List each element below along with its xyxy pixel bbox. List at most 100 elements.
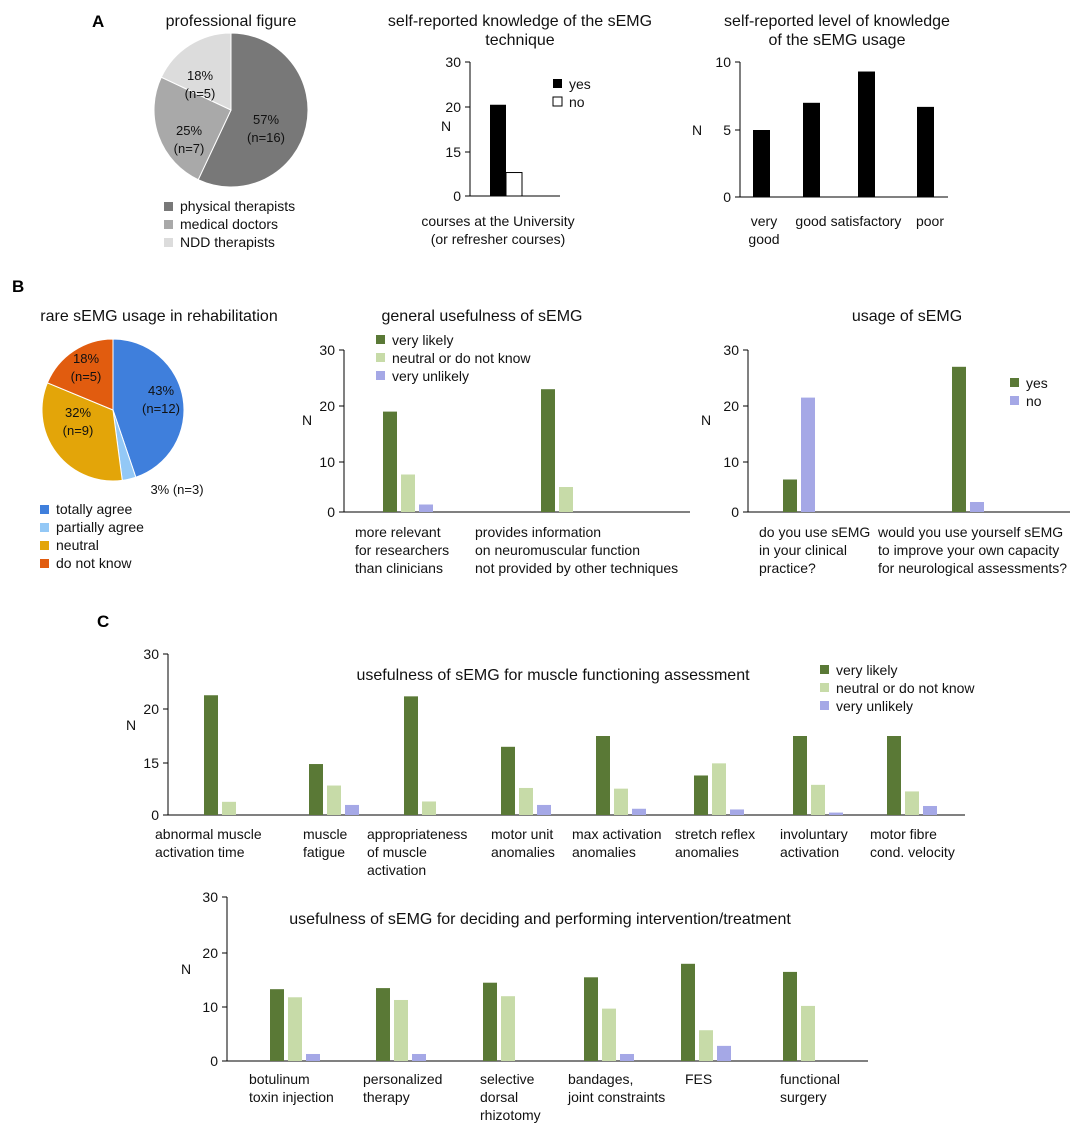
b-bar2-bar (801, 397, 815, 512)
c-bar1-bar (501, 746, 515, 815)
b-pie-legend-label: totally agree (56, 501, 132, 517)
panel-label-b: B (12, 277, 24, 296)
c-bar2-ylabel: N (181, 961, 191, 977)
c-bar1-category-label: anomalies (675, 844, 739, 860)
a-pie-legend-label: physical therapists (180, 198, 295, 214)
c-bar1-legend-swatch (820, 701, 829, 710)
a-bar2-bar (858, 71, 875, 197)
a-bar1-category-label: courses at the University (421, 213, 574, 229)
panel-label-c: C (97, 612, 109, 631)
b-bar1-legend-label: very unlikely (392, 368, 469, 384)
a-bar1-legend-swatch (553, 79, 562, 88)
c-bar1-bar (829, 812, 843, 815)
b-bar1-y-tick-label: 10 (319, 454, 335, 470)
c-bar1-legend-label: neutral or do not know (836, 680, 975, 696)
b-pie-legend-swatch (40, 523, 49, 532)
c-bar2-category-label: toxin injection (249, 1089, 334, 1105)
c-bar1-category-label: activation (367, 862, 426, 878)
c-bar2-y-tick-label: 30 (202, 889, 218, 905)
a-pie-legend-swatch (164, 220, 173, 229)
c-bar2-y-tick-label: 20 (202, 945, 218, 961)
c-bar2-category-label: botulinum (249, 1071, 310, 1087)
b-bar1-y-tick-label: 30 (319, 342, 335, 358)
c-bar2-bar (681, 963, 695, 1061)
c-bar2-category-label: rhizotomy (480, 1107, 541, 1123)
c-bar1-bar (712, 763, 726, 815)
b-pie-legend-swatch (40, 541, 49, 550)
c-bar2-bar (801, 1005, 815, 1061)
c-bar1-category-label: stretch reflex (675, 826, 755, 842)
c-bar1-category-label: anomalies (491, 844, 555, 860)
b-bar2-category-label: practice? (759, 560, 816, 576)
c-bar2-category-label: functional (780, 1071, 840, 1087)
c-bar2-bar (376, 988, 390, 1061)
c-bar2-bar (783, 971, 797, 1061)
b-bar2-y-tick-label: 30 (723, 342, 739, 358)
b-bar1-title: general usefulness of sEMG (382, 308, 583, 325)
b-pie-legend-label: do not know (56, 555, 132, 571)
a-pie-slice-label: 18% (187, 68, 213, 83)
b-bar1-category-label: provides information (475, 524, 601, 540)
a-bar2-title: self-reported level of knowledge (724, 13, 950, 30)
c-bar1-category-label: muscle (303, 826, 348, 842)
b-bar1-category-label: for researchers (355, 542, 449, 558)
c-bar1-bar (923, 805, 937, 815)
a-bar1-y-tick-label: 0 (453, 188, 461, 204)
a-pie-slice-label: (n=7) (174, 141, 205, 156)
b-bar2-legend-swatch (1010, 396, 1019, 405)
c-bar1-y-tick-label: 15 (143, 755, 159, 771)
a-bar2-y-tick-label: 10 (715, 54, 731, 70)
b-bar2-y-tick-label: 0 (731, 504, 739, 520)
b-bar1-bar (419, 504, 433, 512)
a-bar1-ylabel: N (441, 118, 451, 134)
a-bar2-ylabel: N (692, 122, 702, 138)
a-bar1-legend-label: yes (569, 76, 591, 92)
b-bar1-y-tick-label: 20 (319, 398, 335, 414)
b-bar1-ylabel: N (302, 412, 312, 428)
c-bar1-bar (204, 695, 218, 815)
b-bar2-ylabel: N (701, 412, 711, 428)
b-pie-legend-swatch (40, 505, 49, 514)
a-bar1-y-tick-label: 30 (445, 54, 461, 70)
c-bar2-bar (717, 1045, 731, 1061)
c-bar2-category-label: selective (480, 1071, 535, 1087)
a-bar2-y-tick-label: 0 (723, 189, 731, 205)
b-bar1-bar (383, 411, 397, 512)
b-bar1-category-label: than clinicians (355, 560, 443, 576)
a-pie-legend-label: medical doctors (180, 216, 278, 232)
a-pie-legend-label: NDD therapists (180, 234, 275, 250)
a-pie-slice-label: 25% (176, 123, 202, 138)
c-bar2-bar (699, 1030, 713, 1061)
c-bar1-category-label: anomalies (572, 844, 636, 860)
c-bar2-title: usefulness of sEMG for deciding and perf… (289, 911, 791, 928)
b-bar1-bar (541, 389, 555, 512)
c-bar2-y-tick-label: 0 (210, 1053, 218, 1069)
c-bar2-bar (602, 1008, 616, 1061)
a-bar2-bar (803, 102, 820, 197)
b-bar2-y-tick-label: 10 (723, 454, 739, 470)
a-pie-legend-swatch (164, 202, 173, 211)
c-bar2-category-label: surgery (780, 1089, 827, 1105)
a-bar2-title: of the sEMG usage (769, 32, 906, 49)
c-bar1-category-label: max activation (572, 826, 661, 842)
c-bar2-category-label: bandages, (568, 1071, 633, 1087)
c-bar1-y-tick-label: 30 (143, 646, 159, 662)
c-bar1-category-label: activation time (155, 844, 245, 860)
a-pie-slice (197, 32, 309, 188)
b-bar2-title: usage of sEMG (852, 308, 962, 325)
a-bar2-category-label: satisfactory (831, 213, 902, 229)
b-pie-legend-swatch (40, 559, 49, 568)
b-bar2-category-label: to improve your own capacity (878, 542, 1059, 558)
b-bar2-legend-label: no (1026, 393, 1042, 409)
b-bar1-bar (559, 487, 573, 512)
c-bar1-ylabel: N (126, 717, 136, 733)
b-bar2-bar (970, 502, 984, 512)
b-bar1-category-label: more relevant (355, 524, 441, 540)
a-pie-slice (160, 32, 232, 111)
c-bar1-category-label: cond. velocity (870, 844, 955, 860)
c-bar1-category-label: motor unit (491, 826, 553, 842)
b-bar2-bar (783, 479, 797, 512)
c-bar1-bar (811, 784, 825, 815)
c-bar2-category-label: FES (685, 1071, 712, 1087)
